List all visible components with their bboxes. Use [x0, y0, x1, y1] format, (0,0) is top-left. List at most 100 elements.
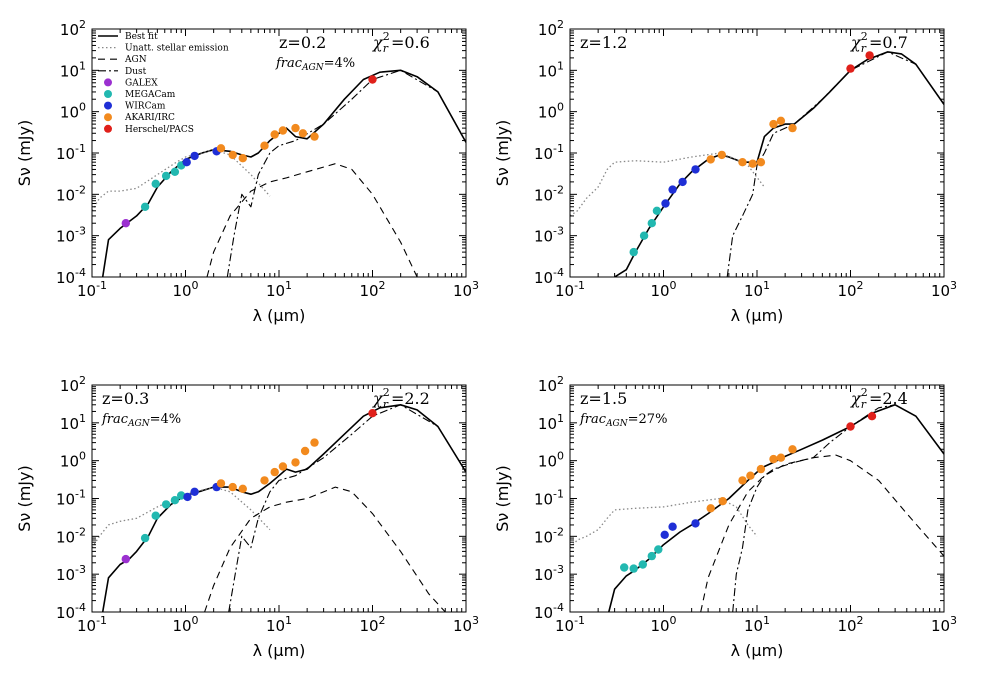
data-point — [368, 409, 377, 418]
y-tick-label: 10-2 — [56, 183, 86, 204]
data-point — [654, 545, 663, 554]
data-point — [647, 219, 656, 228]
data-point — [121, 554, 130, 564]
y-tick-label: 10-4 — [56, 266, 86, 287]
y-tick-label: 10-2 — [534, 525, 564, 546]
data-point — [190, 487, 199, 496]
agn-fraction-label: fracAGN=4% — [275, 56, 355, 73]
y-axis-label: Sν (mJy) — [493, 465, 512, 531]
y-tick-label: 10-2 — [56, 525, 86, 546]
x-axis-label: λ (μm) — [253, 641, 306, 660]
data-point — [629, 247, 638, 257]
y-axis-label: Sν (mJy) — [15, 465, 34, 531]
plot-area — [570, 404, 944, 612]
data-point — [620, 563, 629, 572]
data-point — [310, 438, 319, 447]
series-line-unatt-stellar-emission — [570, 152, 765, 217]
x-tick-label: 100 — [172, 614, 198, 635]
data-point — [300, 446, 310, 456]
data-point — [691, 519, 700, 528]
legend-swatch-marker — [104, 101, 112, 110]
chi-squared-label: χ2 r =2.4 — [850, 386, 908, 411]
data-point — [270, 467, 279, 477]
series-line-best-fit — [608, 404, 944, 612]
data-point — [291, 123, 300, 133]
data-point — [140, 533, 150, 543]
data-point — [776, 116, 786, 126]
data-point — [706, 155, 715, 164]
redshift-label: z=0.2 — [279, 33, 326, 52]
legend-entry-label: Dust — [125, 67, 147, 77]
x-tick-label: 102 — [837, 614, 863, 635]
data-point — [177, 491, 186, 500]
chi-sub: r — [861, 398, 867, 411]
y-tick-label: 10-2 — [534, 183, 564, 204]
y-tick-label: 10-3 — [534, 225, 564, 246]
x-tick-label: 102 — [359, 614, 385, 635]
data-point — [238, 484, 247, 493]
data-point — [678, 177, 687, 187]
y-tick-label: 10-4 — [534, 266, 564, 287]
data-point — [260, 476, 269, 485]
legend-swatch-marker — [104, 90, 112, 98]
x-tick-label: 101 — [744, 279, 770, 300]
data-point — [769, 454, 778, 464]
legend-entry-label: Herschel/PACS — [125, 125, 194, 135]
legend-entry-label: MEGACam — [125, 90, 176, 100]
data-point — [718, 497, 727, 506]
plot-area — [92, 404, 466, 612]
data-point — [865, 51, 874, 60]
legend-entry-label: Unatt. stellar emission — [125, 44, 229, 54]
x-tick-label: 100 — [172, 279, 198, 300]
data-point — [151, 179, 160, 188]
y-axis-label: Sν (mJy) — [493, 120, 512, 186]
y-tick-label: 10-1 — [534, 488, 564, 509]
x-axis-label: λ (μm) — [731, 306, 784, 325]
x-tick-label: 102 — [837, 279, 863, 300]
chi-squared-label: χ2 r =0.7 — [850, 30, 908, 55]
data-point — [647, 551, 656, 561]
x-tick-label: 100 — [650, 614, 676, 635]
legend-swatch-marker — [104, 124, 112, 133]
y-tick-label: 10-1 — [56, 142, 86, 163]
data-point — [140, 202, 150, 211]
y-tick-label: 10-1 — [56, 488, 86, 509]
data-point — [161, 500, 171, 509]
series-line-dust — [228, 404, 466, 612]
data-point — [121, 219, 130, 228]
data-point — [738, 158, 747, 167]
legend-swatch-marker — [104, 113, 112, 122]
sed-panel-3: 10-1 100 101 102 103 10-4 10-3 10-2 10-1 100 101 10… — [15, 374, 479, 660]
x-tick-label: 103 — [931, 614, 957, 635]
data-point — [846, 64, 855, 73]
y-tick-label: 101 — [538, 412, 564, 433]
data-point — [746, 471, 755, 480]
y-tick-label: 10-3 — [534, 563, 564, 584]
chi-squared-label: χ2 r =2.2 — [372, 386, 430, 411]
data-point — [756, 464, 766, 474]
sed-panel-1: 10-1 100 101 102 103 10-4 10-3 10-2 10-1 100 101 10… — [15, 18, 479, 325]
x-tick-label: 103 — [453, 279, 479, 300]
y-tick-label: 102 — [60, 18, 86, 39]
data-point — [639, 231, 649, 240]
data-point — [238, 154, 247, 163]
sed-panel-2: 10-1 100 101 102 103 10-4 10-3 10-2 10-1 100 101 10… — [493, 18, 957, 325]
data-point — [756, 158, 766, 167]
data-point — [278, 126, 288, 135]
x-tick-label: 102 — [359, 279, 385, 300]
series-line-dust — [226, 69, 466, 277]
data-point — [228, 150, 237, 160]
series-line-unatt-stellar-emission — [92, 149, 271, 212]
data-point — [846, 422, 855, 431]
data-point — [151, 511, 160, 520]
chi-sub: r — [383, 42, 389, 55]
plot-frame — [569, 28, 945, 278]
data-point — [769, 119, 778, 129]
legend-entry-label: GALEX — [125, 78, 158, 88]
x-axis-label: λ (μm) — [253, 306, 306, 325]
legend-swatch-marker — [104, 78, 112, 87]
x-tick-label: 101 — [266, 614, 292, 635]
plot-area — [92, 69, 466, 277]
data-point — [183, 492, 192, 502]
